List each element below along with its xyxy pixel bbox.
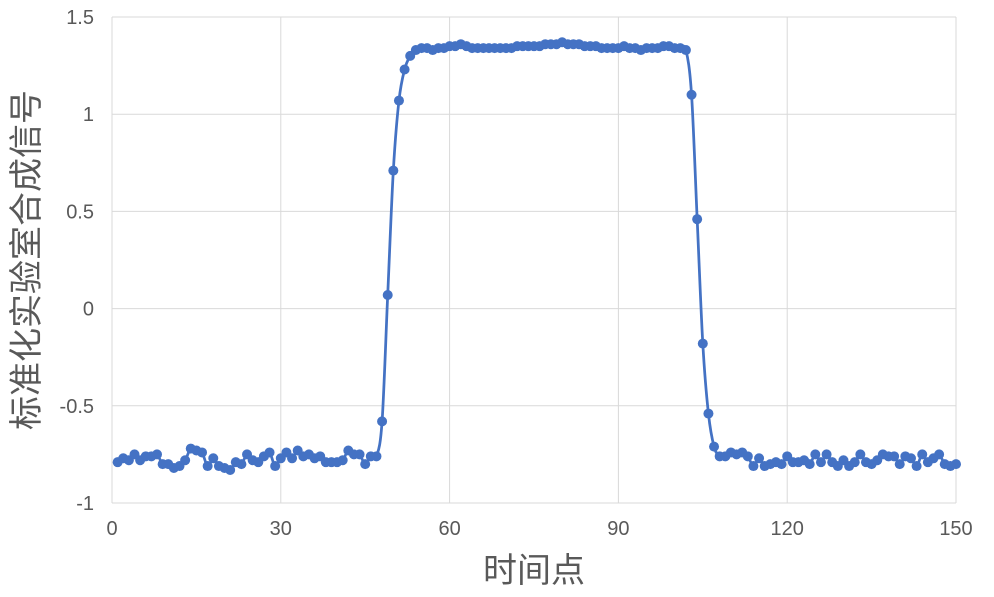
x-tick-label: 90 xyxy=(607,518,629,540)
data-point xyxy=(776,459,787,470)
data-point xyxy=(917,449,928,460)
data-point xyxy=(742,451,753,462)
x-tick-label: 60 xyxy=(438,518,460,540)
data-point xyxy=(889,451,900,462)
data-point xyxy=(393,95,404,106)
data-point xyxy=(270,461,281,472)
data-point xyxy=(810,449,821,460)
data-point xyxy=(197,447,208,458)
x-tick-label: 30 xyxy=(270,518,292,540)
data-point xyxy=(905,453,916,464)
data-point xyxy=(815,457,826,468)
data-point xyxy=(709,441,720,452)
x-tick-label: 120 xyxy=(771,518,804,540)
y-tick-label: 0 xyxy=(83,299,94,321)
y-tick-label: 0.5 xyxy=(66,201,94,223)
data-point xyxy=(748,461,759,472)
y-tick-label: 1 xyxy=(83,104,94,126)
data-point xyxy=(934,449,945,460)
data-point xyxy=(692,214,703,225)
data-point xyxy=(849,457,860,468)
series-markers xyxy=(112,37,961,475)
data-point xyxy=(208,453,219,464)
y-tick-label: -0.5 xyxy=(60,396,94,418)
data-point xyxy=(754,453,765,464)
data-point xyxy=(354,449,365,460)
y-tick-label: 1.5 xyxy=(66,7,94,29)
data-point xyxy=(152,449,163,460)
data-point xyxy=(894,459,905,470)
tick-labels: -1 -0.5 0 0.5 1 1.5 0 30 60 90 120 150 xyxy=(60,7,973,540)
data-point xyxy=(951,459,961,470)
data-point xyxy=(264,447,275,458)
y-tick-label: -1 xyxy=(76,493,94,515)
x-tick-label: 150 xyxy=(939,518,972,540)
data-point xyxy=(821,449,832,460)
data-point xyxy=(337,455,348,466)
data-point xyxy=(686,89,697,100)
data-point xyxy=(377,416,388,427)
data-point xyxy=(680,45,691,56)
data-point xyxy=(371,451,382,462)
data-point xyxy=(225,464,236,475)
data-point xyxy=(388,165,399,176)
data-point xyxy=(804,459,815,470)
x-tick-label: 0 xyxy=(106,518,117,540)
data-point xyxy=(360,459,371,470)
data-point xyxy=(180,455,191,466)
data-point xyxy=(703,408,714,419)
gridlines xyxy=(111,16,957,504)
data-point xyxy=(911,461,922,472)
data-point xyxy=(202,461,213,472)
data-point xyxy=(399,64,410,75)
data-point xyxy=(382,289,393,300)
y-axis-title: 标准化实验室合成信号 xyxy=(7,90,47,430)
data-point xyxy=(287,453,298,464)
data-point xyxy=(855,449,866,460)
data-point xyxy=(697,338,708,349)
data-point xyxy=(236,459,247,470)
x-axis-title: 时间点 xyxy=(483,551,585,591)
